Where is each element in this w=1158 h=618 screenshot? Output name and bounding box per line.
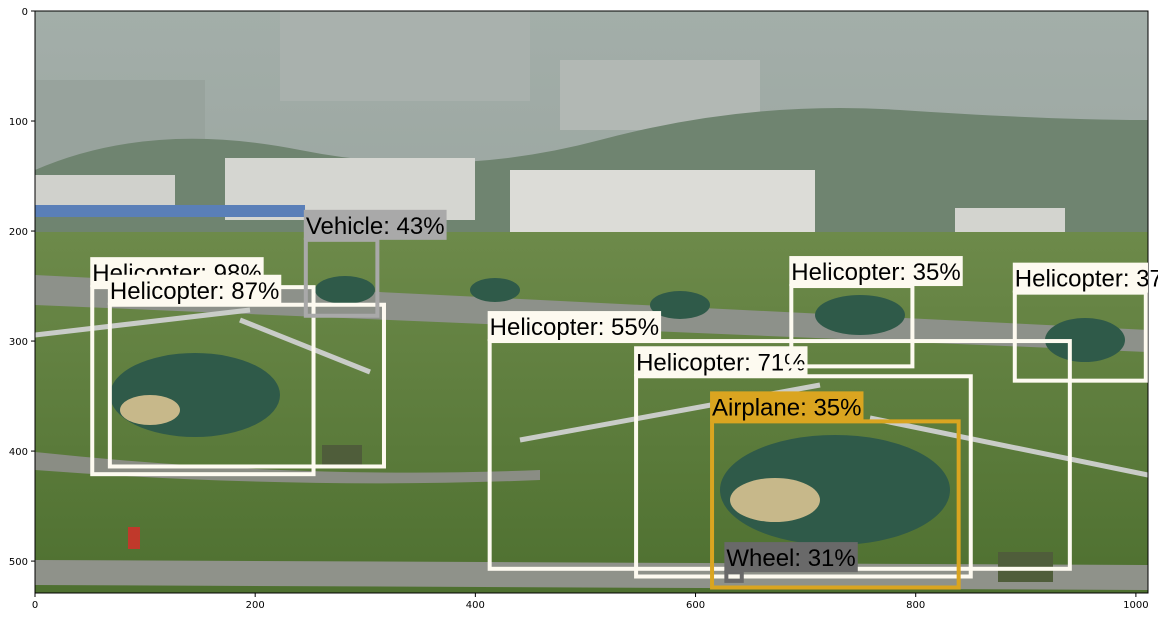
axis-ticks: 0 200 400 600 800 1000 0 100 200 300 400 500 [9, 7, 1149, 611]
y-tick-label: 100 [9, 117, 28, 128]
axes-frame [34, 10, 1149, 594]
y-tick-label: 200 [9, 227, 28, 238]
detection-label: Airplane: 35% [712, 394, 861, 421]
x-tick-label: 600 [686, 600, 705, 611]
detection-7: Helicopter: 35% [789, 256, 963, 369]
detection-label: Wheel: 31% [726, 545, 855, 572]
detection-label-bg [303, 209, 447, 240]
detection-label: Helicopter: 37 [1015, 266, 1158, 293]
detection-label-bg [710, 391, 864, 422]
y-tick-label: 500 [9, 557, 28, 568]
detection-label-bg [634, 346, 808, 377]
detection-6: Wheel: 31% [724, 542, 858, 583]
detection-label-bg [107, 274, 282, 305]
detection-label: Helicopter: 55% [490, 314, 659, 341]
x-tick-label: 400 [466, 600, 485, 611]
detection-layer: Helicopter: 98%Helicopter: 87%Vehicle: 4… [90, 209, 1158, 590]
detection-8: Helicopter: 37 [1012, 262, 1158, 383]
detection-2: Vehicle: 43% [303, 209, 447, 318]
detection-label: Helicopter: 35% [791, 259, 960, 286]
x-tick-label: 800 [906, 600, 925, 611]
detection-label-bg [789, 256, 963, 287]
y-tick-label: 0 [22, 7, 28, 18]
detection-label-bg [487, 311, 662, 342]
detection-label-bg [1012, 262, 1148, 293]
detection-label: Helicopter: 71% [636, 349, 805, 376]
detection-3: Helicopter: 55% [487, 311, 1072, 571]
x-tick-label: 200 [246, 600, 265, 611]
detection-5: Airplane: 35% [710, 391, 961, 590]
y-tick-label: 400 [9, 447, 28, 458]
x-tick-label: 0 [32, 600, 38, 611]
y-tick-label: 300 [9, 337, 28, 348]
detection-4: Helicopter: 71% [634, 346, 973, 579]
detection-label: Helicopter: 87% [110, 278, 279, 305]
detection-label: Vehicle: 43% [306, 213, 445, 240]
detection-1: Helicopter: 87% [107, 274, 386, 469]
x-tick-label: 1000 [1123, 600, 1148, 611]
detection-label-bg [724, 542, 858, 573]
